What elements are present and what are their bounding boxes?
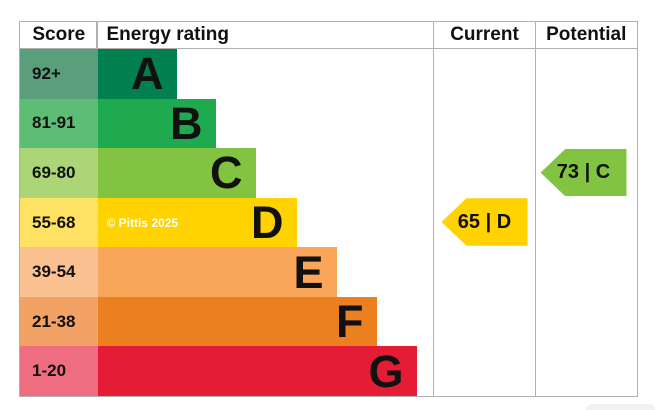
copyright-watermark: © Pittis 2025 [106, 215, 179, 230]
band-bar-f: F [97, 296, 377, 348]
score-header-divider [96, 22, 98, 48]
band-rows: 92+ A 81-91 B 69-80 C 55-68 [20, 49, 637, 397]
band-bar-d: © Pittis 2025 D [97, 197, 297, 249]
score-range-f: 21-38 [20, 296, 98, 347]
potential-rating-label: 73 | C [556, 161, 611, 184]
energy-rating-column-header: Energy rating [106, 24, 229, 45]
band-row-d: 55-68 © Pittis 2025 D [20, 197, 637, 249]
band-letter-e: E [293, 246, 324, 298]
band-row-a: 92+ A [20, 49, 637, 99]
band-letter-b: B [170, 97, 203, 149]
band-row-f: 21-38 F [20, 296, 637, 348]
score-range-a: 92+ [20, 49, 98, 99]
current-column-header: Current [450, 24, 519, 45]
current-column-divider [432, 22, 434, 396]
score-range-c: 69-80 [20, 148, 98, 198]
band-row-g: 1-20 G [20, 345, 637, 397]
band-bar-e: E [97, 246, 337, 298]
band-letter-d: D [251, 197, 284, 249]
table-header-row: Score Energy rating Current Potential [20, 22, 637, 49]
score-range-d: 55-68 [20, 197, 98, 248]
score-range-e: 39-54 [20, 247, 98, 297]
band-row-e: 39-54 E [20, 247, 637, 297]
band-bar-b: B [97, 97, 216, 149]
band-bar-c: C [97, 147, 256, 199]
current-rating-label: 65 | D [457, 210, 512, 233]
score-column-header: Score [32, 24, 86, 45]
potential-column-header: Potential [546, 24, 627, 45]
band-row-b: 81-91 B [20, 97, 637, 149]
band-row-c: 69-80 C [20, 148, 637, 198]
potential-column-divider [534, 22, 536, 396]
band-letter-c: C [210, 147, 243, 199]
band-letter-a: A [131, 48, 164, 100]
partial-logo-watermark [586, 404, 655, 410]
score-range-b: 81-91 [20, 98, 98, 149]
band-bar-g: G [97, 345, 417, 397]
band-letter-g: G [368, 345, 404, 397]
score-range-g: 1-20 [20, 346, 98, 397]
band-letter-f: F [336, 296, 364, 348]
band-bar-a: A [97, 48, 177, 100]
epc-table: Score Energy rating Current Potential 92… [19, 21, 638, 397]
